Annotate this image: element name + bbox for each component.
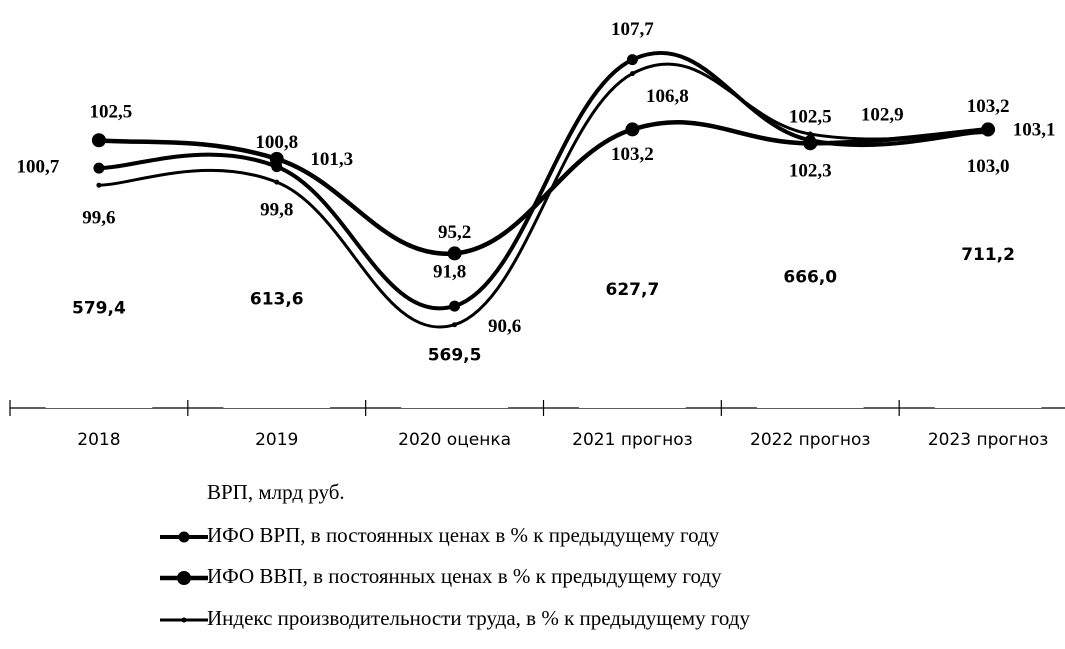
legend-marker [178, 531, 190, 543]
value-label: 101,3 [310, 149, 353, 170]
point [452, 322, 458, 328]
legend-label: ИФО ВВП, в постоянных ценах в % к предыд… [207, 564, 722, 588]
value-label: 107,7 [611, 19, 654, 40]
point [93, 162, 105, 174]
bar [579, 282, 686, 408]
bar-value-label: 666,0 [783, 267, 837, 287]
bar [756, 267, 864, 408]
legend-marker [177, 571, 191, 585]
value-label: 95,2 [438, 222, 471, 243]
legend-label: Индекс производительности труда, в % к п… [207, 606, 750, 630]
point [447, 246, 462, 261]
value-label: 100,7 [17, 157, 60, 178]
bar [934, 250, 1042, 408]
value-label: 103,1 [1013, 119, 1056, 140]
point [269, 151, 284, 166]
value-label: 102,3 [789, 161, 832, 182]
bar-value-label: 579,4 [72, 299, 126, 319]
x-tick-label: 2021 прогноз [572, 430, 692, 450]
value-label: 100,8 [255, 132, 298, 153]
value-label: 102,9 [861, 104, 904, 125]
point [449, 300, 461, 312]
value-label: 106,8 [646, 86, 689, 107]
point [625, 122, 640, 137]
value-label: 103,0 [967, 156, 1010, 177]
x-tick-label: 2019 [255, 430, 298, 450]
value-label: 99,8 [260, 199, 293, 220]
value-label: 91,8 [433, 261, 466, 282]
x-tick-label: 2022 прогноз [750, 430, 870, 450]
point [91, 133, 106, 148]
x-tick-label: 2023 прогноз [928, 430, 1048, 450]
bar-value-label: 613,6 [250, 290, 304, 310]
bar-value-label: 711,2 [961, 245, 1015, 265]
x-tick-label: 2018 [77, 430, 120, 450]
value-label: 99,6 [82, 208, 115, 229]
point [985, 130, 991, 135]
value-label: 103,2 [967, 96, 1010, 117]
x-tick-label: 2020 оценка [398, 430, 511, 450]
value-label: 103,2 [611, 144, 654, 165]
point [807, 131, 813, 137]
bar [223, 287, 331, 408]
point [629, 71, 635, 77]
value-label: 102,5 [789, 107, 832, 128]
point [626, 54, 638, 66]
point [803, 136, 818, 151]
value-label: 90,6 [488, 316, 521, 337]
bar-value-label: 569,5 [428, 346, 482, 366]
line [98, 120, 989, 256]
point [274, 179, 280, 185]
legend-label: ВРП, млрд руб. [207, 480, 345, 504]
legend-label: ИФО ВРП, в постоянных ценах в % к предыд… [207, 523, 720, 547]
value-label: 102,5 [90, 102, 133, 123]
legend-marker [181, 617, 187, 623]
point [96, 182, 102, 188]
bar-value-label: 627,7 [606, 280, 660, 300]
bar [45, 300, 153, 408]
